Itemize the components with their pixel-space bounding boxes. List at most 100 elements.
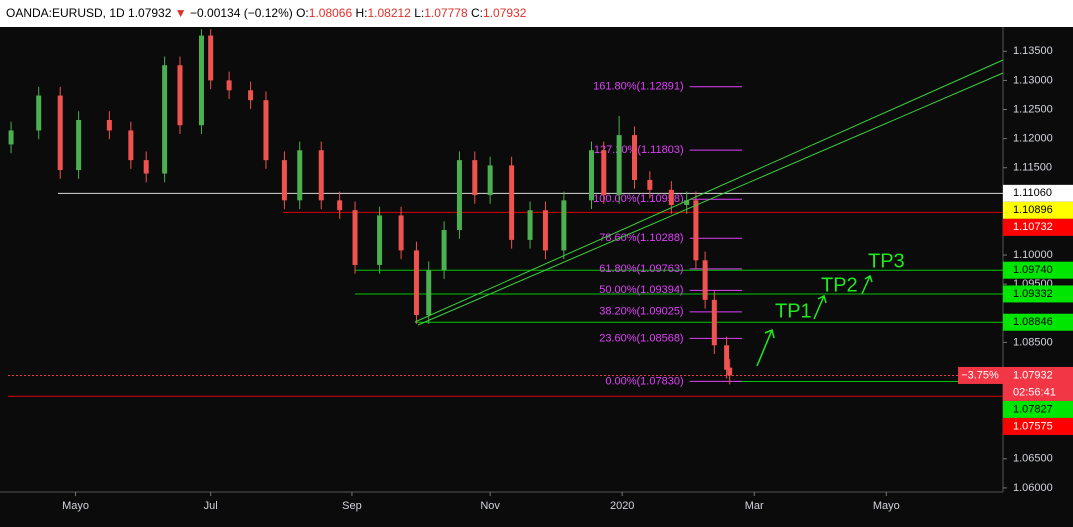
fib-label: 61.80%(1.09763) <box>599 263 683 275</box>
price-tag <box>1003 218 1073 236</box>
price-tag <box>1003 184 1073 202</box>
x-tick-label: Nov <box>480 500 500 512</box>
low: 1.07778 <box>424 6 468 20</box>
candle-body <box>647 179 653 190</box>
price-tag-label: 1.11060 <box>1013 187 1052 199</box>
candle-body <box>106 119 112 131</box>
candle-body <box>441 230 447 271</box>
price-tag <box>1003 285 1073 303</box>
candle-body <box>684 200 690 205</box>
countdown: 02:56:41 <box>1013 386 1056 398</box>
x-tick-label: Mayo <box>62 500 89 512</box>
label: C: <box>470 6 483 20</box>
candle-body <box>208 35 214 81</box>
candle-body <box>226 80 232 91</box>
close: 1.07932 <box>482 6 527 20</box>
candle-body <box>456 160 462 231</box>
candle-body <box>601 150 607 196</box>
x-tick-label: Mayo <box>873 500 900 512</box>
label: H: <box>355 6 368 20</box>
background <box>0 27 1073 527</box>
arrow <box>756 328 775 367</box>
y-tick-label: 1.13000 <box>1013 74 1053 86</box>
open: 1.08066 <box>308 6 353 20</box>
candle-body <box>337 200 343 211</box>
candle-body <box>727 367 733 376</box>
candle-body <box>318 150 324 201</box>
price-tag-label: 1.08846 <box>1013 316 1053 328</box>
y-tick-label: 1.13500 <box>1013 45 1053 57</box>
candle-body <box>724 345 730 370</box>
candle-body <box>426 270 432 316</box>
y-tick-label: 1.06500 <box>1013 453 1053 465</box>
candle-body <box>76 119 82 171</box>
high: 1.08212 <box>367 6 411 20</box>
plot: 161.80%(1.12891) 127.20%(1.11803) 100.00%(… <box>8 29 1003 397</box>
candle-body <box>248 90 254 101</box>
change-tag <box>958 366 1003 384</box>
price-tag <box>1003 201 1073 219</box>
header: OANDA:EURUSD, 1D 1.07932 ▼ −0.00134 (−0.… <box>0 0 1073 27</box>
candle-body <box>668 189 674 205</box>
candle-body <box>509 165 515 240</box>
down-arrow: ▼ <box>174 6 187 20</box>
price-tag-label: 1.09332 <box>1013 288 1053 300</box>
candle-body <box>162 65 168 174</box>
y-tick-label: 1.10000 <box>1013 249 1053 261</box>
x-tick-label: Sep <box>342 500 362 512</box>
candle-body <box>143 160 149 174</box>
candle-body <box>398 215 404 251</box>
fib-label: 100.00%(1.10958) <box>593 193 684 205</box>
arrow <box>813 294 827 320</box>
y-tick-label: 1.11500 <box>1013 162 1052 174</box>
candle-body <box>198 35 204 126</box>
candle-body <box>542 210 548 251</box>
candle-body <box>711 299 717 346</box>
y-tick-label: 1.08500 <box>1013 336 1053 348</box>
price-tag-label: 1.10732 <box>1013 221 1053 233</box>
price-tag-label: 1.07827 <box>1013 403 1053 415</box>
fib-label: 78.60%(1.10288) <box>599 232 683 244</box>
candle-body <box>561 200 567 251</box>
change: −0.00134 (−0.12%) <box>190 6 293 20</box>
arrows <box>756 274 873 367</box>
price-tag-label: 1.07575 <box>1013 420 1053 432</box>
trend-line <box>417 72 1004 326</box>
annotation: TP2 <box>821 274 858 296</box>
annotation: TP1 <box>775 300 812 322</box>
arrow <box>861 274 873 295</box>
candle-body <box>377 215 383 265</box>
candle-body <box>588 150 594 201</box>
last-price: 1.07932 <box>128 6 172 20</box>
price-tag-label: 1.07932 <box>1013 369 1053 381</box>
candle-body <box>472 160 478 196</box>
y-tick-label: 1.12000 <box>1013 133 1053 145</box>
candle-body <box>128 130 134 161</box>
price-tag <box>1003 261 1073 279</box>
price-tag <box>1003 366 1073 401</box>
candle-body <box>57 95 63 171</box>
y-tick-label: 1.06000 <box>1013 482 1053 494</box>
candle-body <box>297 150 303 201</box>
y-tick-label: 1.12500 <box>1013 103 1053 115</box>
annotation: TP3 <box>868 250 905 272</box>
candle-body <box>616 135 622 196</box>
x-tick-label: Mar <box>745 500 764 512</box>
symbol: OANDA:EURUSD, 1D <box>6 6 125 20</box>
candle-body <box>693 200 699 261</box>
price-tag <box>1003 313 1073 331</box>
price-tag-label: 1.09740 <box>1013 264 1053 276</box>
fib-label: 38.20%(1.09025) <box>599 306 683 318</box>
candle-body <box>631 135 637 180</box>
candle-body <box>36 95 42 131</box>
price-tag <box>1003 400 1073 418</box>
candle-body <box>177 65 183 126</box>
x-tick-label: Jul <box>204 500 218 512</box>
label: L: <box>414 6 425 20</box>
x-tick-label: 2020 <box>610 500 634 512</box>
candle-body <box>263 100 269 161</box>
change-tag-label: −3.75% <box>961 369 999 381</box>
fib-label: 23.60%(1.08568) <box>599 332 683 344</box>
label: O: <box>296 6 309 20</box>
